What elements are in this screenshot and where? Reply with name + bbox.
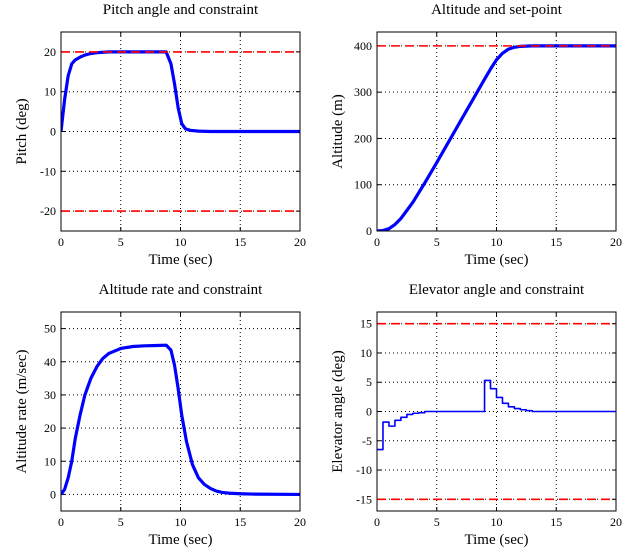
- y-tick-label: -10: [356, 463, 372, 477]
- y-axis-label: Altitude (m): [330, 94, 346, 169]
- x-tick-label: 5: [434, 515, 440, 529]
- y-tick-label: 400: [354, 39, 372, 53]
- x-tick-label: 20: [610, 235, 622, 249]
- signal-line: [61, 343, 300, 497]
- x-axis-label: Time (sec): [148, 532, 212, 548]
- y-axis-label: Altitude rate (m/sec): [14, 349, 30, 473]
- y-tick-label: 20: [44, 421, 56, 435]
- signal-line: [377, 379, 616, 451]
- y-tick-label: 5: [366, 375, 372, 389]
- x-tick-label: 10: [175, 515, 187, 529]
- y-axis-label: Pitch (deg): [14, 98, 30, 164]
- y-tick-label: 30: [44, 388, 56, 402]
- y-tick-label: 20: [44, 45, 56, 59]
- subplot-3: 0 5 10 15 20 0 10 20 30 40 50 Altitude rate and con…: [14, 282, 306, 548]
- x-axis-label: Time (sec): [148, 252, 212, 268]
- y-tick-label: 0: [366, 224, 372, 238]
- y-tick-label: -15: [356, 492, 372, 506]
- y-tick-label: 200: [354, 131, 372, 145]
- subplot-1: 0 5 10 15 20 -20 -10 0 10 20 Pitch angle and const…: [14, 2, 306, 268]
- x-tick-label: 10: [491, 235, 503, 249]
- x-tick-label: 0: [58, 515, 64, 529]
- x-tick-label: 0: [374, 235, 380, 249]
- x-axis-label: Time (sec): [464, 252, 528, 268]
- y-tick-label: 300: [354, 85, 372, 99]
- x-tick-label: 20: [294, 515, 306, 529]
- subplot-title: Elevator angle and constraint: [409, 282, 585, 298]
- signal-line: [61, 50, 300, 134]
- x-tick-label: 5: [434, 235, 440, 249]
- y-tick-label: 15: [360, 317, 372, 331]
- y-axis-label: Elevator angle (deg): [330, 350, 346, 472]
- x-tick-label: 5: [118, 235, 124, 249]
- y-tick-label: 40: [44, 355, 56, 369]
- x-tick-label: 15: [234, 515, 246, 529]
- x-tick-label: 15: [550, 235, 562, 249]
- x-axis-label: Time (sec): [464, 532, 528, 548]
- y-tick-label: -20: [40, 204, 56, 218]
- subplot-4: 0 5 10 15 20 -15 -10 -5 0 5 10 15 Elevator angle and…: [330, 282, 622, 548]
- y-tick-label: 50: [44, 322, 56, 336]
- y-tick-label: -5: [362, 434, 372, 448]
- x-tick-label: 20: [610, 515, 622, 529]
- y-tick-label: 10: [360, 346, 372, 360]
- x-tick-label: 0: [58, 235, 64, 249]
- x-tick-label: 0: [374, 515, 380, 529]
- axes-frame: [60, 311, 301, 512]
- axes-frame: [376, 311, 617, 512]
- y-tick-label: 0: [50, 487, 56, 501]
- y-tick-label: 0: [50, 125, 56, 139]
- x-tick-label: 5: [118, 515, 124, 529]
- x-tick-label: 15: [550, 515, 562, 529]
- y-tick-label: 0: [366, 405, 372, 419]
- axes-frame: [60, 31, 301, 232]
- x-tick-label: 15: [234, 235, 246, 249]
- x-tick-label: 10: [491, 515, 503, 529]
- subplot-title: Altitude and set-point: [431, 2, 563, 18]
- axes-frame: [376, 31, 617, 232]
- subplot-title: Altitude rate and constraint: [99, 282, 264, 298]
- y-tick-label: 10: [44, 454, 56, 468]
- x-tick-label: 20: [294, 235, 306, 249]
- y-tick-label: -10: [40, 164, 56, 178]
- y-tick-label: 100: [354, 178, 372, 192]
- x-tick-label: 10: [175, 235, 187, 249]
- subplot-title: Pitch angle and constraint: [103, 2, 259, 18]
- y-tick-label: 10: [44, 85, 56, 99]
